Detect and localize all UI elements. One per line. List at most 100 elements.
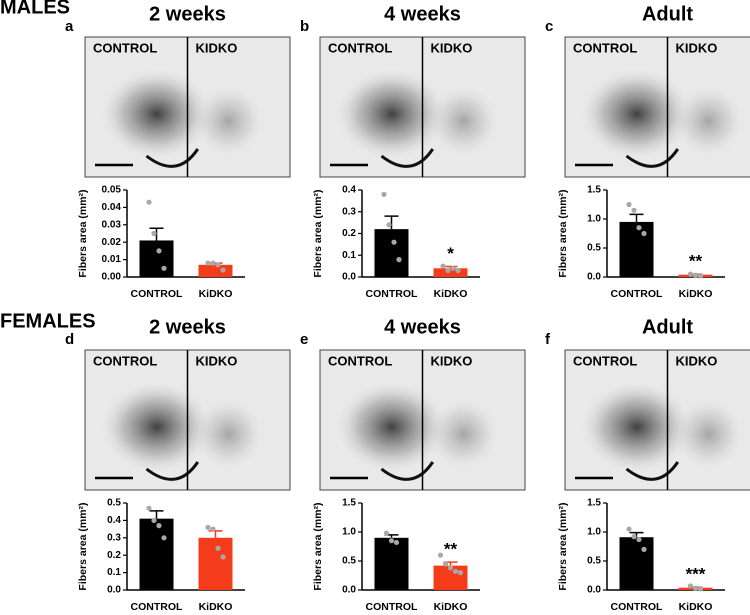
image-label: KIDKO <box>431 353 473 368</box>
data-point <box>210 260 216 266</box>
panel-letter: d <box>65 331 74 348</box>
group-label: MALES <box>0 0 70 18</box>
data-point <box>393 539 400 546</box>
y-axis-label: Fibers area (mm²) <box>77 502 89 590</box>
y-tick-label: 0.01 <box>102 254 122 265</box>
micrograph-signal <box>101 382 212 472</box>
data-point <box>447 565 454 571</box>
y-tick-label: 0.3 <box>107 532 121 543</box>
data-point <box>641 546 647 553</box>
group-label: FEMALES <box>0 310 96 332</box>
y-tick-label: 0.1 <box>342 250 356 261</box>
data-point <box>161 535 167 541</box>
y-tick-label: 1.0 <box>587 527 601 538</box>
bar <box>619 537 654 590</box>
image-label: CONTROL <box>328 353 392 368</box>
x-tick-label: KiDKO <box>679 601 713 613</box>
y-tick-label: 0.4 <box>342 185 356 196</box>
image-label: KIDKO <box>676 353 718 368</box>
x-tick-label: CONTROL <box>366 288 418 300</box>
y-tick-label: 0.0 <box>587 585 601 596</box>
data-point <box>381 191 387 197</box>
data-point <box>442 561 449 567</box>
data-point <box>626 526 632 532</box>
data-point <box>692 272 699 278</box>
data-point <box>220 267 226 273</box>
y-tick-label: 1.5 <box>342 498 356 509</box>
significance: * <box>447 244 454 263</box>
y-axis-label: Fibers area (mm²) <box>77 189 89 277</box>
y-tick-label: 0.04 <box>102 202 122 213</box>
bar <box>433 268 468 277</box>
data-point <box>450 265 456 271</box>
micrograph-structure <box>145 461 199 481</box>
micrograph-signal <box>101 69 212 159</box>
y-tick-label: 0.02 <box>102 237 122 248</box>
data-point <box>636 536 642 543</box>
y-tick-label: 0.05 <box>102 185 122 196</box>
y-axis-label: Fibers area (mm²) <box>312 502 324 590</box>
micrograph-structure <box>380 148 434 168</box>
data-point <box>220 554 226 560</box>
data-point <box>445 267 451 274</box>
image-label: CONTROL <box>93 40 157 55</box>
x-tick-label: KiDKO <box>199 288 233 300</box>
data-point <box>151 517 157 524</box>
bar <box>619 221 654 277</box>
data-point <box>687 271 694 277</box>
y-tick-label: 0.4 <box>107 515 121 526</box>
y-axis-label: Fibers area (mm²) <box>312 189 324 277</box>
panel-title: 2 weeks <box>149 316 226 338</box>
data-point <box>636 225 642 231</box>
x-tick-label: KiDKO <box>434 288 468 300</box>
data-point <box>697 273 704 279</box>
y-tick-label: 1.0 <box>587 214 601 225</box>
y-tick-label: 1.5 <box>587 185 601 196</box>
micrograph-structure <box>625 148 679 168</box>
y-tick-label: 0.1 <box>107 567 121 578</box>
micrograph-structure <box>145 148 199 168</box>
data-point <box>440 263 446 269</box>
micrograph-signal <box>428 399 499 469</box>
error-bar <box>149 510 164 519</box>
image-label: CONTROL <box>573 353 637 368</box>
data-point <box>146 505 152 511</box>
x-tick-label: KiDKO <box>434 601 468 613</box>
significance: ** <box>689 252 703 271</box>
data-point <box>391 239 397 245</box>
x-tick-label: CONTROL <box>611 288 663 300</box>
panel-title: Adult <box>642 316 693 338</box>
bar <box>139 518 174 590</box>
data-point <box>386 222 392 228</box>
y-tick-label: 0.00 <box>102 272 122 283</box>
bar <box>198 537 233 590</box>
data-point <box>626 201 632 208</box>
data-point <box>383 530 390 536</box>
data-point <box>156 248 162 254</box>
error-bar <box>208 530 223 538</box>
micrograph-signal <box>336 69 447 159</box>
error-bar <box>629 213 644 222</box>
x-tick-label: CONTROL <box>131 288 183 300</box>
micrograph-signal <box>428 86 499 156</box>
x-tick-label: CONTROL <box>611 601 663 613</box>
image-label: KIDKO <box>196 40 238 55</box>
micrograph-signal <box>581 69 692 159</box>
bar <box>198 264 233 277</box>
panel-title: 4 weeks <box>384 3 461 25</box>
panel-letter: c <box>545 18 553 35</box>
image-label: CONTROL <box>328 40 392 55</box>
image-label: KIDKO <box>431 40 473 55</box>
significance: ** <box>444 540 458 559</box>
data-point <box>455 267 461 274</box>
data-point <box>161 265 167 271</box>
data-point <box>697 586 704 592</box>
y-tick-label: 0.5 <box>107 498 121 509</box>
data-point <box>687 583 694 589</box>
panel-title: 2 weeks <box>149 3 226 25</box>
error-bar <box>149 227 164 241</box>
data-point <box>641 230 647 237</box>
y-tick-label: 0.03 <box>102 219 122 230</box>
micrograph-signal <box>193 86 264 156</box>
